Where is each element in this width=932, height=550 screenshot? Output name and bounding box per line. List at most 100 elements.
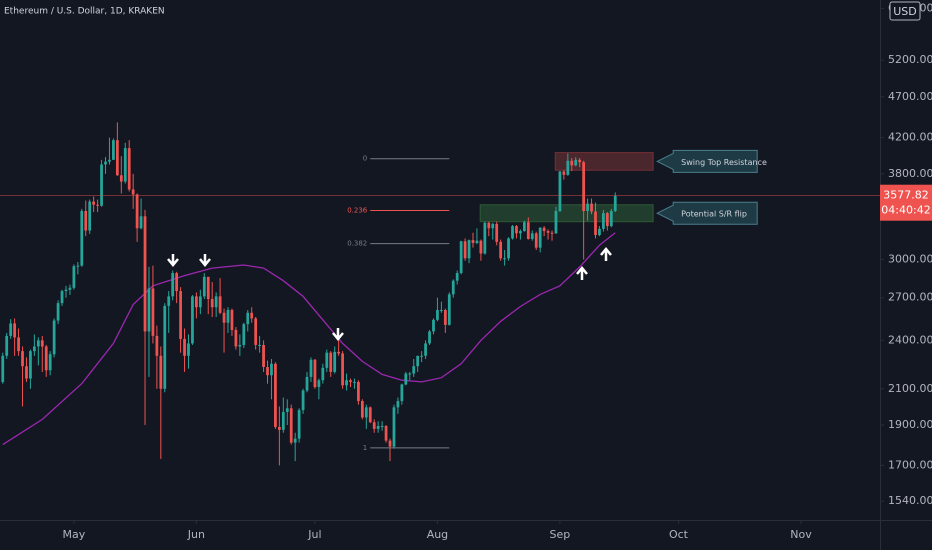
fib-label: 0.382 (347, 240, 367, 248)
candle-body (590, 203, 593, 212)
candle-body (135, 194, 139, 229)
candle-body (582, 162, 586, 211)
candle-body (412, 366, 416, 374)
candle-body (566, 160, 570, 175)
candle-body (578, 159, 582, 163)
candle-body (329, 352, 333, 372)
candle-body (345, 380, 348, 386)
candle-body (29, 351, 32, 379)
candle-body (123, 148, 127, 182)
candle-body (388, 440, 392, 447)
x-tick-label: Jun (187, 528, 205, 541)
candle-body (25, 366, 28, 379)
candle-body (262, 344, 265, 368)
candle-body (155, 335, 159, 356)
candle-body (613, 195, 617, 211)
candle-body (297, 410, 301, 439)
candle-body (289, 408, 293, 443)
candle-body (1, 355, 5, 382)
candle-body (195, 296, 198, 308)
candle-body (274, 363, 277, 427)
candle-body (17, 337, 20, 352)
y-tick-label: 2700.00 (888, 291, 932, 304)
candle-body (554, 210, 558, 234)
candle-body (349, 380, 352, 382)
fib-label: 0.236 (347, 206, 368, 214)
candle-body (605, 213, 609, 227)
candle-body (341, 353, 344, 386)
x-tick-label: Nov (790, 528, 812, 541)
candle-body (440, 309, 443, 311)
candle-body (562, 171, 566, 175)
candle-body (384, 425, 388, 441)
candle-body (424, 343, 427, 356)
candle-body (404, 373, 408, 385)
candle-body (602, 213, 605, 229)
candle-body (360, 401, 364, 418)
candle-body (175, 273, 179, 292)
candle-body (222, 312, 226, 323)
candle-body (443, 309, 447, 325)
candle-body (44, 346, 48, 371)
candle-body (9, 323, 13, 336)
candle-body (471, 240, 475, 244)
up-arrow (600, 247, 612, 261)
candle-body (534, 233, 538, 248)
candle-body (198, 296, 202, 308)
candle-body (143, 216, 147, 332)
candle-body (52, 320, 56, 355)
y-tick-label: 2400.00 (888, 333, 932, 346)
candle-body (333, 351, 337, 372)
candle-body (226, 309, 230, 323)
candle-body (507, 238, 510, 259)
candle-body (475, 240, 479, 244)
y-tick-label: 1540.00 (888, 494, 932, 507)
candle-body (119, 175, 123, 182)
x-tick-label: Oct (669, 528, 689, 541)
candle-body (467, 240, 471, 259)
y-tick-label: 4700.00 (888, 90, 932, 103)
candle-body (321, 367, 325, 381)
candle-body (317, 380, 321, 388)
candle-body (487, 222, 491, 229)
candle-body (416, 355, 420, 367)
candle-body (376, 425, 380, 429)
candle-body (230, 309, 234, 330)
candle-body (218, 296, 222, 313)
y-tick-label: 5200.00 (888, 53, 932, 66)
candle-body (364, 407, 368, 418)
candle-body (258, 344, 261, 346)
callout-box (656, 201, 758, 225)
x-tick-label: Aug (427, 528, 448, 541)
currency-box[interactable] (889, 1, 921, 21)
x-tick-label: Sep (550, 528, 571, 541)
candle-body (515, 226, 518, 234)
candle-body (522, 222, 526, 232)
candle-body (127, 148, 131, 190)
candle-body (202, 276, 206, 297)
candle-body (400, 384, 404, 402)
candle-body (246, 312, 250, 325)
candle-body (538, 227, 542, 248)
down-arrow (167, 254, 179, 267)
candle-body (88, 201, 92, 231)
candle-body (368, 407, 372, 423)
candle-body (131, 189, 135, 195)
candle-body (420, 355, 424, 357)
candle-body (112, 140, 115, 160)
candle-body (187, 343, 190, 356)
callout-label: Potential S/R flip (681, 210, 747, 219)
candle-body (270, 363, 273, 376)
candle-body (483, 222, 487, 254)
candle-body (96, 204, 99, 206)
candle-body (594, 211, 597, 236)
candle-body (313, 359, 317, 388)
candle-body (68, 287, 72, 290)
y-tick-label: 2100.00 (888, 382, 932, 395)
candle-body (159, 355, 163, 389)
y-tick-label: 1700.00 (888, 458, 932, 471)
candle-body (266, 367, 269, 376)
x-tick-label: May (63, 528, 86, 541)
